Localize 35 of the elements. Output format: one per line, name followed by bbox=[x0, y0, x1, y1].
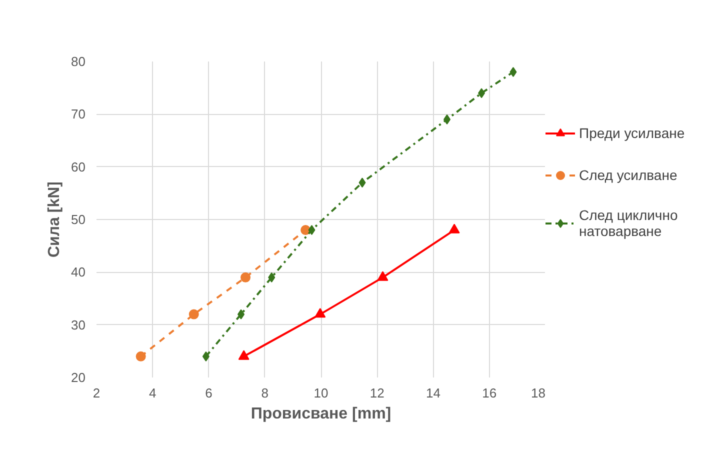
point bbox=[448, 224, 460, 234]
legend-label: Преди усилване bbox=[579, 125, 685, 141]
y-tick-label: 50 bbox=[71, 212, 86, 227]
x-tick-label: 4 bbox=[149, 386, 156, 400]
point bbox=[238, 350, 250, 360]
x-tick-label: 10 bbox=[314, 386, 328, 400]
y-tick-label: 80 bbox=[71, 54, 86, 69]
x-tick-label: 14 bbox=[426, 386, 440, 400]
legend-label: След циклично натоварване bbox=[579, 207, 678, 239]
x-axis-title: Провисване [mm] bbox=[250, 406, 392, 422]
point bbox=[188, 309, 199, 320]
point bbox=[478, 88, 486, 98]
y-tick-label: 40 bbox=[71, 264, 86, 280]
x-tick-label: 12 bbox=[370, 386, 384, 400]
y-tick-label: 30 bbox=[71, 317, 86, 332]
point bbox=[268, 272, 276, 282]
point bbox=[377, 271, 388, 281]
x-tick-label: 6 bbox=[205, 386, 212, 400]
point bbox=[240, 272, 251, 282]
y-tick-label: 70 bbox=[71, 106, 86, 122]
point bbox=[136, 351, 146, 362]
x-tick-label: 16 bbox=[482, 386, 497, 400]
point bbox=[202, 351, 210, 362]
y-tick-label: 60 bbox=[71, 159, 86, 174]
y-axis-title: Сила [kN] bbox=[46, 181, 64, 258]
legend-label: След усилване bbox=[579, 167, 678, 183]
point bbox=[510, 67, 517, 78]
x-tick-label: 2 bbox=[92, 386, 100, 400]
point bbox=[238, 309, 245, 320]
point bbox=[314, 308, 326, 318]
x-tick-label: 18 bbox=[531, 386, 546, 400]
y-tick-label: 20 bbox=[71, 370, 86, 385]
x-tick-label: 8 bbox=[261, 386, 268, 400]
point bbox=[358, 178, 366, 188]
point bbox=[308, 225, 316, 236]
